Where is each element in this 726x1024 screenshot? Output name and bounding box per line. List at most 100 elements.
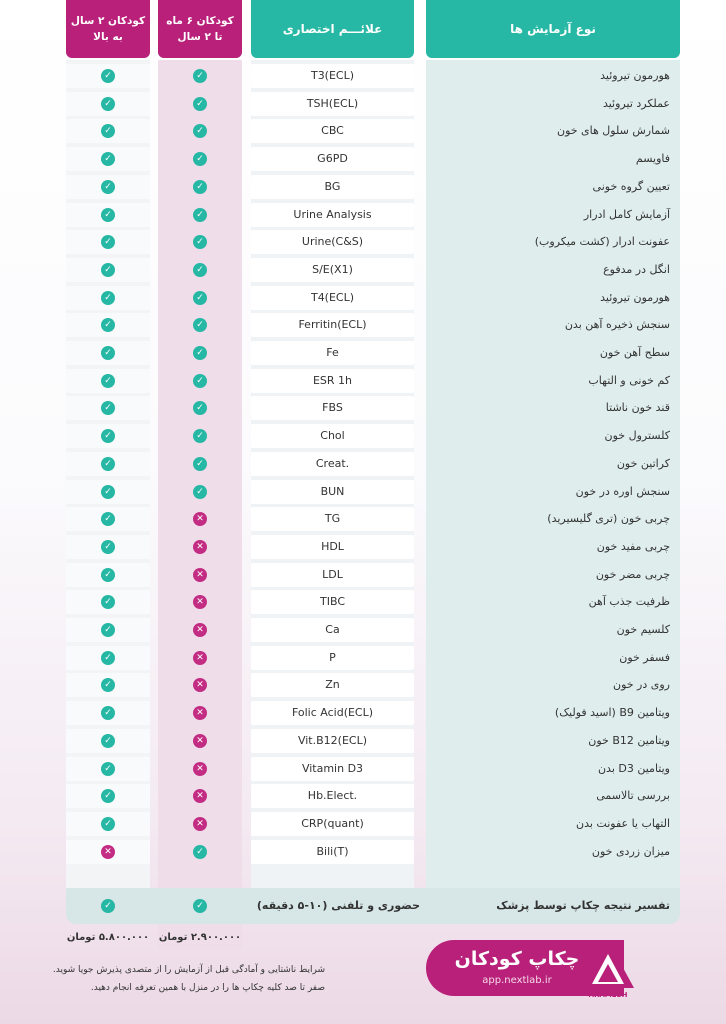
condition-note-1: شرایط ناشتایی و آمادگی قبل از آزمایش را … — [52, 965, 325, 975]
condition-note-2: صفر تا صد کلیه چکاپ ها را در منزل با همی… — [90, 983, 325, 993]
brand-title: چکاپ کودکان — [454, 948, 580, 970]
table-row: ویتامین D3 بدن Vitamin D3 ✕ ✓ — [0, 755, 726, 783]
test-name-cell: ویتامین B12 خون — [588, 733, 670, 747]
cross-icon: ✕ — [193, 567, 207, 582]
cross-icon: ✕ — [193, 512, 207, 527]
abbreviation-cell: Hb.Elect. — [251, 784, 414, 809]
check-icon: ✓ — [101, 235, 115, 250]
test-name-cell: انگل در مدفوع — [603, 262, 670, 276]
cross-icon: ✕ — [193, 650, 207, 665]
check-icon: ✓ — [101, 650, 115, 665]
check-icon: ✓ — [193, 318, 207, 333]
test-name-cell: تعیین گروه خونی — [592, 179, 670, 193]
test-name-cell: چربی مفید خون — [596, 539, 670, 553]
price-col-6m-2y: ۲.۹۰۰.۰۰۰ تومان — [158, 932, 242, 943]
abbreviation-cell: Chol — [251, 424, 414, 449]
check-icon: ✓ — [193, 179, 207, 194]
table-row: سنجش اوره در خون BUN ✓ ✓ — [0, 478, 726, 506]
table-row: عملکرد تیروئید TSH(ECL) ✓ ✓ — [0, 90, 726, 118]
check-icon: ✓ — [101, 96, 115, 111]
check-icon: ✓ — [101, 318, 115, 333]
check-icon: ✓ — [101, 816, 115, 831]
header-abbreviation: علائـــم اختصاری — [251, 0, 414, 58]
check-icon: ✓ — [193, 401, 207, 416]
check-icon: ✓ — [193, 124, 207, 139]
header-col-2y-up: کودکان ۲ سال به بالا — [66, 0, 150, 58]
test-name-cell: روی در خون — [613, 678, 670, 692]
check-icon: ✓ — [101, 456, 115, 471]
table-row: ویتامین B9 (اسید فولیک) Folic Acid(ECL) ✕ ✓ — [0, 699, 726, 727]
abbreviation-cell: Vitamin D3 — [251, 756, 414, 781]
check-icon: ✓ — [101, 262, 115, 277]
cross-icon: ✕ — [193, 733, 207, 748]
price-col-2y-up: ۵.۸۰۰.۰۰۰ تومان — [66, 932, 150, 943]
table-row: قند خون ناشتا FBS ✓ ✓ — [0, 394, 726, 422]
cross-icon: ✕ — [193, 816, 207, 831]
abbreviation-cell: Ferritin(ECL) — [251, 313, 414, 338]
abbreviation-cell: Creat. — [251, 451, 414, 476]
abbreviation-cell: LDL — [251, 562, 414, 587]
abbreviation-cell: Fe — [251, 341, 414, 365]
table-row: میزان زردی خون Bili(T) ✓ ✕ — [0, 838, 726, 866]
logo-text: ARAMESH — [589, 991, 628, 999]
table-row: کلسیم خون Ca ✕ ✓ — [0, 616, 726, 644]
test-name-column-bg — [426, 60, 680, 890]
abbreviation-cell: Urine(C&S) — [251, 230, 414, 255]
abbreviation-cell: G6PD — [251, 147, 414, 172]
cross-icon: ✕ — [193, 761, 207, 776]
cross-icon: ✕ — [193, 539, 207, 554]
footer-band — [66, 888, 680, 924]
abbreviation-cell: BUN — [251, 479, 414, 504]
test-name-cell: آزمایش کامل ادرار — [583, 207, 670, 221]
abbreviation-cell: BG — [251, 174, 414, 199]
cross-icon: ✕ — [193, 595, 207, 610]
table-row: چربی مضر خون LDL ✕ ✓ — [0, 561, 726, 589]
header-col-6m-2y: کودکان ۶ ماه تا ۲ سال — [158, 0, 242, 58]
abbreviation-cell: Bili(T) — [251, 839, 414, 864]
check-icon: ✓ — [101, 789, 115, 804]
test-name-cell: هورمون تیروئید — [600, 290, 670, 304]
table-row: روی در خون Zn ✕ ✓ — [0, 671, 726, 699]
check-icon: ✓ — [101, 346, 115, 360]
test-name-cell: ویتامین D3 بدن — [597, 761, 670, 775]
table-row: چربی مفید خون HDL ✕ ✓ — [0, 533, 726, 561]
test-name-cell: سطح آهن خون — [599, 346, 670, 359]
check-icon: ✓ — [193, 373, 207, 388]
test-name-cell: بررسی تالاسمی — [596, 789, 670, 803]
table-row: هورمون تیروئید T4(ECL) ✓ ✓ — [0, 284, 726, 312]
footer-note: حضوری و تلفنی (۱۰-۵ دقیقه) — [256, 899, 420, 912]
check-icon: ✓ — [193, 262, 207, 277]
test-name-cell: سنجش اوره در خون — [575, 484, 670, 498]
table-row: تعیین گروه خونی BG ✓ ✓ — [0, 173, 726, 201]
check-icon: ✓ — [101, 899, 115, 913]
check-icon: ✓ — [101, 761, 115, 776]
abbreviation-cell: TIBC — [251, 590, 414, 615]
test-name-cell: عملکرد تیروئید — [602, 96, 670, 110]
check-icon: ✓ — [101, 69, 115, 83]
cross-icon: ✕ — [193, 789, 207, 804]
test-name-cell: ویتامین B9 (اسید فولیک) — [554, 706, 670, 720]
test-name-cell: چربی خون (تری گلیسیرید) — [547, 512, 670, 526]
abbreviation-cell: Vit.B12(ECL) — [251, 728, 414, 753]
check-icon: ✓ — [101, 539, 115, 554]
check-icon: ✓ — [101, 595, 115, 610]
check-icon: ✓ — [101, 512, 115, 527]
test-name-cell: ظرفیت جذب آهن — [588, 595, 670, 609]
table-row: بررسی تالاسمی Hb.Elect. ✕ ✓ — [0, 782, 726, 810]
check-icon: ✓ — [101, 429, 115, 444]
abbreviation-cell: CRP(quant) — [251, 811, 414, 836]
table-row: سطح آهن خون Fe ✓ ✓ — [0, 339, 726, 367]
test-name-cell: قند خون ناشتا — [605, 401, 670, 415]
check-icon: ✓ — [101, 290, 115, 305]
check-icon: ✓ — [101, 124, 115, 139]
brand-url: app.nextlab.ir — [482, 975, 552, 986]
abbreviation-cell: T3(ECL) — [251, 64, 414, 88]
abbreviation-cell: ESR 1h — [251, 368, 414, 393]
check-icon: ✓ — [101, 152, 115, 167]
table-row: کم خونی و التهاب ESR 1h ✓ ✓ — [0, 367, 726, 395]
table-row: چربی خون (تری گلیسیرید) TG ✕ ✓ — [0, 505, 726, 533]
test-name-cell: فاویسم — [635, 152, 670, 166]
test-name-cell: میزان زردی خون — [591, 844, 670, 858]
table-row: فسفر خون P ✕ ✓ — [0, 644, 726, 672]
check-icon: ✓ — [101, 733, 115, 748]
